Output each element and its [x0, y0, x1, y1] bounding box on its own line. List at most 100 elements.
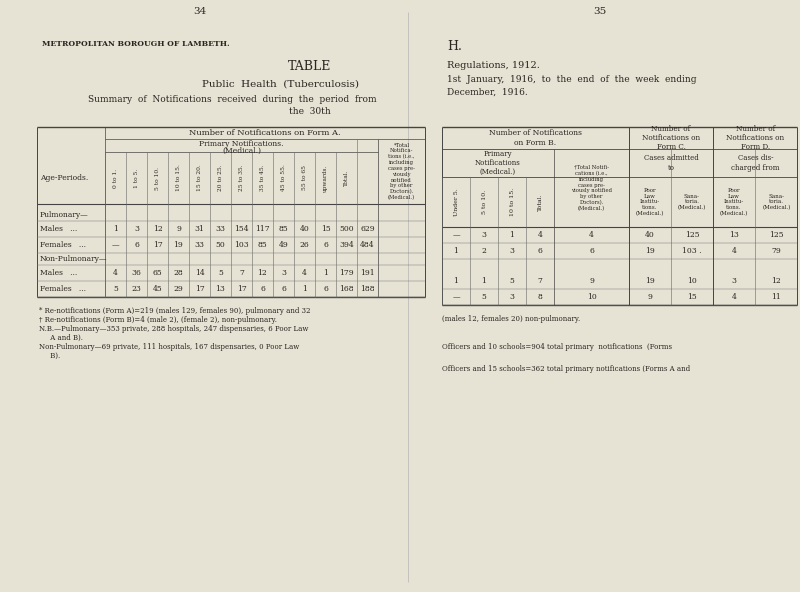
Text: 23: 23: [131, 285, 142, 293]
Text: 1: 1: [454, 247, 458, 255]
Text: 125: 125: [685, 231, 699, 239]
Text: 4: 4: [731, 247, 737, 255]
Text: 1: 1: [482, 277, 486, 285]
Text: 1: 1: [510, 231, 514, 239]
Text: 5 to 10.: 5 to 10.: [155, 166, 160, 189]
Text: 8: 8: [538, 293, 542, 301]
Text: —: —: [452, 293, 460, 301]
Text: Males   ...: Males ...: [40, 225, 78, 233]
Text: Cases dis-
charged from: Cases dis- charged from: [731, 155, 780, 172]
Text: †Total Notifi-
cations (i.e.,
including
cases pre-
viously notified
by other
Doc: †Total Notifi- cations (i.e., including …: [571, 165, 612, 211]
Text: 10: 10: [586, 293, 596, 301]
Text: 6: 6: [323, 285, 328, 293]
Text: 394: 394: [339, 241, 354, 249]
Text: TABLE: TABLE: [288, 60, 332, 73]
Text: 5: 5: [510, 277, 514, 285]
Text: 6: 6: [538, 247, 542, 255]
Text: Sana-
toria.
(Medical.): Sana- toria. (Medical.): [762, 194, 790, 210]
Text: 55 to 65: 55 to 65: [302, 166, 307, 191]
Text: 40: 40: [300, 225, 310, 233]
Text: Regulations, 1912.: Regulations, 1912.: [447, 62, 540, 70]
Text: 4: 4: [113, 269, 118, 277]
Text: 3: 3: [510, 293, 514, 301]
Text: Number of
Notifications on
Form C.: Number of Notifications on Form C.: [642, 125, 700, 151]
Text: Total.: Total.: [538, 193, 542, 211]
Text: 12: 12: [153, 225, 162, 233]
Text: 13: 13: [215, 285, 226, 293]
Text: 65: 65: [153, 269, 162, 277]
Text: 40: 40: [645, 231, 655, 239]
Text: Non-Pulmonary—69 private, 111 hospitals, 167 dispensaries, 0 Poor Law: Non-Pulmonary—69 private, 111 hospitals,…: [39, 343, 299, 351]
Text: 4: 4: [731, 293, 737, 301]
Text: 31: 31: [194, 225, 205, 233]
Text: (Medical.): (Medical.): [222, 146, 261, 155]
Text: Poor
Law
Institu-
tions.
(Medical.): Poor Law Institu- tions. (Medical.): [720, 188, 748, 216]
Text: Number of
Notifications on
Form D.: Number of Notifications on Form D.: [726, 125, 785, 151]
Text: 4: 4: [302, 269, 307, 277]
Text: 45 to 55.: 45 to 55.: [281, 165, 286, 191]
Text: Males   ...: Males ...: [40, 269, 78, 277]
Text: 5 to 10.: 5 to 10.: [482, 190, 486, 214]
Text: 7: 7: [239, 269, 244, 277]
Text: 20 to 25.: 20 to 25.: [218, 165, 223, 191]
Text: Number of Notifications
on Form B.: Number of Notifications on Form B.: [489, 130, 582, 147]
Text: 14: 14: [194, 269, 204, 277]
Text: upwards.: upwards.: [323, 165, 328, 192]
Text: *Total
Notifica-
tions (i.e.,
including
cases pre-
viously
notified
by other
Doc: *Total Notifica- tions (i.e., including …: [388, 143, 415, 200]
Text: 1: 1: [113, 225, 118, 233]
Text: 629: 629: [360, 225, 375, 233]
Text: 9: 9: [647, 293, 653, 301]
Text: * Re-notifications (Form A)=219 (males 129, females 90), pulmonary and 32: * Re-notifications (Form A)=219 (males 1…: [39, 307, 310, 315]
Text: 6: 6: [260, 285, 265, 293]
Text: 3: 3: [731, 277, 737, 285]
Text: N.B.—Pulmonary—353 private, 288 hospitals, 247 dispensaries, 6 Poor Law: N.B.—Pulmonary—353 private, 288 hospital…: [39, 325, 308, 333]
Text: 3: 3: [134, 225, 139, 233]
Text: METROPOLITAN BOROUGH OF LAMBETH.: METROPOLITAN BOROUGH OF LAMBETH.: [42, 40, 230, 48]
Text: 3: 3: [510, 247, 514, 255]
Text: 79: 79: [772, 247, 782, 255]
Text: (males 12, females 20) non-pulmonary.: (males 12, females 20) non-pulmonary.: [442, 315, 580, 323]
Text: 45: 45: [153, 285, 162, 293]
Text: Primary
Notifications
(Medical.): Primary Notifications (Medical.): [475, 150, 521, 176]
Text: 12: 12: [772, 277, 782, 285]
Text: Poor
Law
Institu-
tions.
(Medical.): Poor Law Institu- tions. (Medical.): [636, 188, 664, 216]
Text: 10 to 15.: 10 to 15.: [176, 165, 181, 191]
Text: 103 .: 103 .: [682, 247, 702, 255]
Text: 15 to 20.: 15 to 20.: [197, 165, 202, 191]
Text: 125: 125: [769, 231, 784, 239]
Text: 6: 6: [134, 241, 139, 249]
Text: Females   ...: Females ...: [40, 285, 86, 293]
Text: Officers and 10 schools=904 total primary  notifications  (Forms: Officers and 10 schools=904 total primar…: [442, 343, 672, 351]
Text: 5: 5: [218, 269, 223, 277]
Text: 34: 34: [194, 7, 206, 15]
Text: 85: 85: [258, 241, 267, 249]
Text: 9: 9: [176, 225, 181, 233]
Text: 1st  January,  1916,  to  the  end  of  the  week  ending: 1st January, 1916, to the end of the wee…: [447, 76, 697, 85]
Text: 5: 5: [482, 293, 486, 301]
Text: 28: 28: [174, 269, 183, 277]
Text: 35: 35: [594, 7, 606, 15]
Text: 5: 5: [113, 285, 118, 293]
Text: 17: 17: [153, 241, 162, 249]
Text: 15: 15: [687, 293, 697, 301]
Text: 6: 6: [323, 241, 328, 249]
Text: 10: 10: [687, 277, 697, 285]
Text: 11: 11: [772, 293, 782, 301]
Text: 500: 500: [339, 225, 354, 233]
Text: Total.: Total.: [344, 170, 349, 186]
Text: 2: 2: [482, 247, 486, 255]
Text: Officers and 15 schools=362 total primary notifications (Forms A and: Officers and 15 schools=362 total primar…: [442, 365, 690, 373]
Text: 4: 4: [589, 231, 594, 239]
Text: 3: 3: [281, 269, 286, 277]
Text: 6: 6: [281, 285, 286, 293]
Text: 168: 168: [339, 285, 354, 293]
Text: Cases admitted
to: Cases admitted to: [644, 155, 698, 172]
Text: —: —: [452, 231, 460, 239]
Text: 3: 3: [482, 231, 486, 239]
Text: 10 to 15.: 10 to 15.: [510, 188, 514, 216]
Text: 15: 15: [321, 225, 330, 233]
Text: Summary  of  Notifications  received  during  the  period  from: Summary of Notifications received during…: [88, 95, 376, 104]
Text: 484: 484: [360, 241, 375, 249]
Text: 49: 49: [278, 241, 288, 249]
Text: 1 to 5.: 1 to 5.: [134, 168, 139, 188]
